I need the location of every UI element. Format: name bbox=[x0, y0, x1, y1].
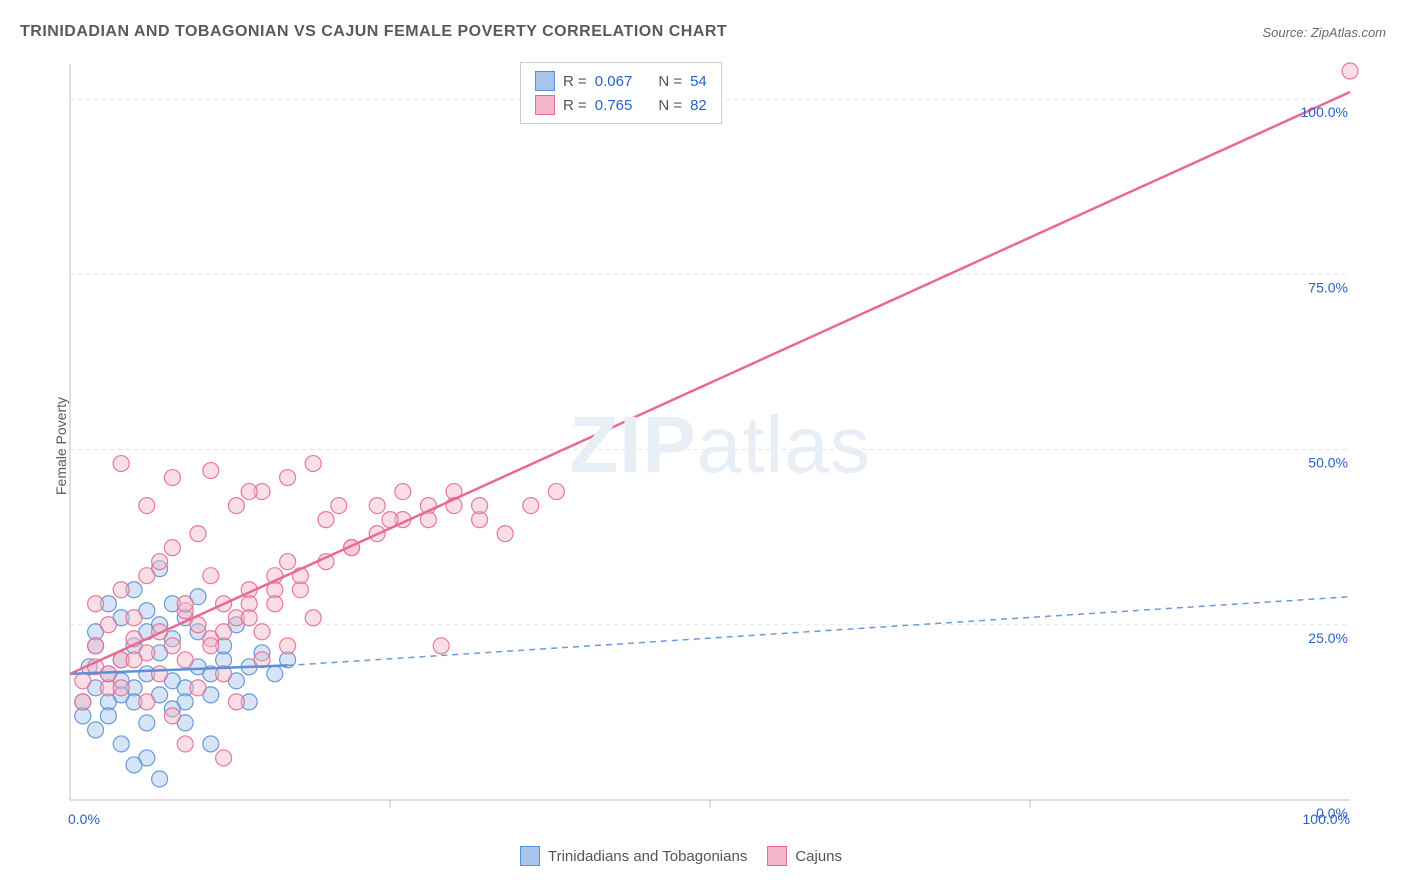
legend-stat-row: R = 0.765 N = 82 bbox=[535, 93, 707, 117]
r-value: 0.067 bbox=[595, 73, 633, 90]
legend-series-label: Trinidadians and Tobagonians bbox=[548, 848, 747, 865]
legend-series-item: Cajuns bbox=[767, 846, 842, 866]
r-label: R = bbox=[563, 97, 587, 114]
n-label: N = bbox=[658, 73, 682, 90]
r-label: R = bbox=[563, 73, 587, 90]
legend-series-item: Trinidadians and Tobagonians bbox=[520, 846, 747, 866]
svg-text:100.0%: 100.0% bbox=[1303, 811, 1350, 827]
chart-header: TRINIDADIAN AND TOBAGONIAN VS CAJUN FEMA… bbox=[20, 18, 1386, 46]
series-legend: Trinidadians and Tobagonians Cajuns bbox=[520, 846, 842, 866]
svg-text:100.0%: 100.0% bbox=[1301, 104, 1348, 120]
svg-text:0.0%: 0.0% bbox=[68, 811, 100, 827]
r-value: 0.765 bbox=[595, 97, 633, 114]
chart-svg: 0.0%25.0%50.0%75.0%100.0%0.0%100.0% bbox=[60, 60, 1380, 830]
legend-swatch bbox=[535, 71, 555, 91]
svg-text:50.0%: 50.0% bbox=[1308, 455, 1348, 471]
svg-text:25.0%: 25.0% bbox=[1308, 630, 1348, 646]
n-value: 54 bbox=[690, 73, 707, 90]
chart-plot-area: ZIPatlas 0.0%25.0%50.0%75.0%100.0%0.0%10… bbox=[60, 60, 1380, 830]
n-value: 82 bbox=[690, 97, 707, 114]
legend-stat-row: R = 0.067 N = 54 bbox=[535, 69, 707, 93]
source-attribution: Source: ZipAtlas.com bbox=[1262, 25, 1386, 40]
legend-swatch bbox=[535, 95, 555, 115]
correlation-legend-box: R = 0.067 N = 54 R = 0.765 N = 82 bbox=[520, 62, 722, 124]
legend-swatch bbox=[767, 846, 787, 866]
chart-title: TRINIDADIAN AND TOBAGONIAN VS CAJUN FEMA… bbox=[20, 23, 727, 41]
legend-swatch bbox=[520, 846, 540, 866]
n-label: N = bbox=[658, 97, 682, 114]
svg-text:75.0%: 75.0% bbox=[1308, 279, 1348, 295]
legend-series-label: Cajuns bbox=[795, 848, 842, 865]
